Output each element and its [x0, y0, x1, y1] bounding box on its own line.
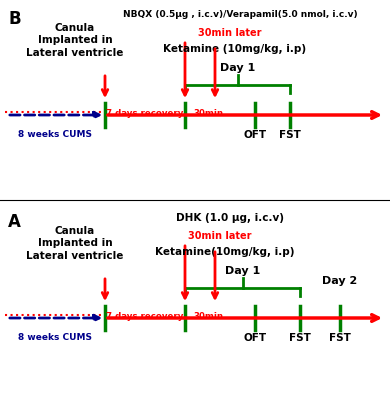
- Text: 30min later: 30min later: [188, 231, 252, 241]
- Text: FST: FST: [289, 333, 311, 343]
- Text: 8 weeks CUMS: 8 weeks CUMS: [18, 333, 92, 342]
- Text: Canula
Implanted in
Lateral ventricle: Canula Implanted in Lateral ventricle: [26, 226, 124, 261]
- Text: FST: FST: [329, 333, 351, 343]
- Text: B: B: [8, 10, 21, 28]
- Text: Ketamine (10mg/kg, i.p): Ketamine (10mg/kg, i.p): [163, 44, 307, 54]
- Text: A: A: [8, 213, 21, 231]
- Text: DHK (1.0 μg, i.c.v): DHK (1.0 μg, i.c.v): [176, 213, 284, 223]
- Text: Canula
Implanted in
Lateral ventricle: Canula Implanted in Lateral ventricle: [26, 23, 124, 58]
- Text: 7 days recovery: 7 days recovery: [106, 312, 184, 321]
- Text: OFT: OFT: [243, 130, 266, 140]
- Text: Day 1: Day 1: [225, 266, 260, 276]
- Text: NBQX (0.5μg , i.c.v)/Verapamil(5.0 nmol, i.c.v): NBQX (0.5μg , i.c.v)/Verapamil(5.0 nmol,…: [123, 10, 357, 19]
- Text: 8 weeks CUMS: 8 weeks CUMS: [18, 130, 92, 139]
- Text: Day 1: Day 1: [220, 63, 255, 73]
- Text: OFT: OFT: [243, 333, 266, 343]
- Text: 30min later: 30min later: [198, 28, 262, 38]
- Text: Day 2: Day 2: [323, 276, 358, 286]
- Text: FST: FST: [279, 130, 301, 140]
- Text: 30min: 30min: [193, 109, 223, 118]
- Text: 7 days recovery: 7 days recovery: [106, 109, 184, 118]
- Text: 30min: 30min: [193, 312, 223, 321]
- Text: Ketamine(10mg/kg, i.p): Ketamine(10mg/kg, i.p): [155, 247, 295, 257]
